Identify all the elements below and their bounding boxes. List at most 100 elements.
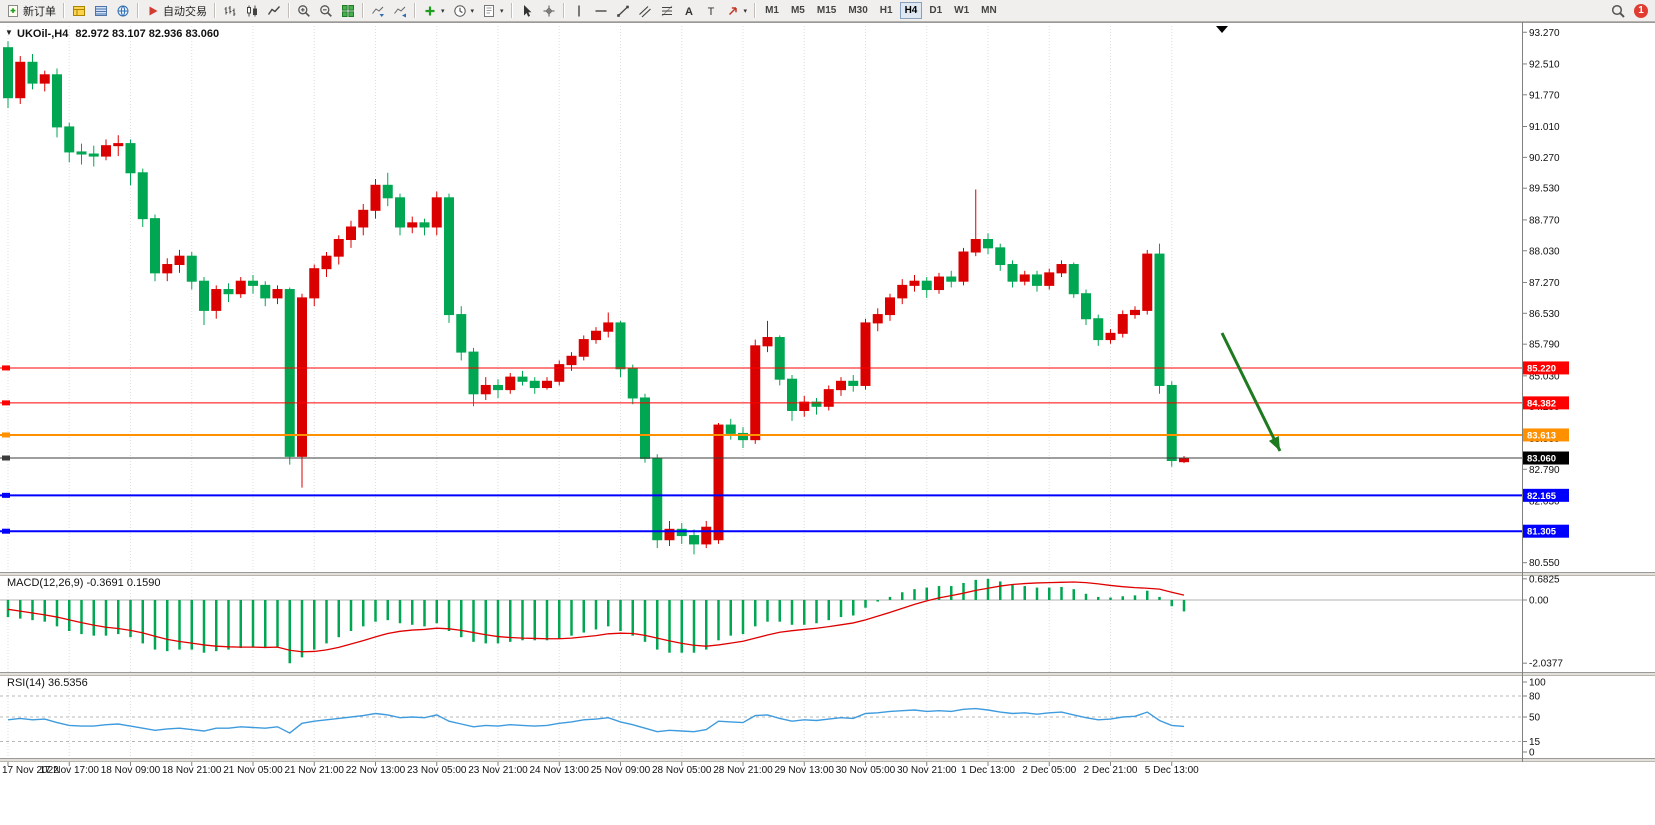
svg-text:30 Nov 05:00: 30 Nov 05:00 [836,765,896,776]
horizontal-line-button[interactable] [590,2,612,20]
tf-button-m15[interactable]: M15 [816,5,837,16]
rsi-label: RSI(14) 36.5356 [7,677,88,689]
price-tags: 85.220 84.382 83.613 83.060 82.165 81.305 [1523,361,1569,538]
grid-lines [7,26,1173,758]
vertical-line-button[interactable] [568,2,590,20]
tf-button-w1[interactable]: W1 [954,5,970,16]
svg-text:87.270: 87.270 [1529,278,1560,289]
chart-canvas[interactable]: 93.270 92.510 91.770 91.010 90.270 89.530 88.7… [0,22,1655,825]
hline-handle[interactable] [2,432,10,438]
svg-text:81.305: 81.305 [1527,527,1557,538]
arrows-button[interactable]: ▾ [722,2,752,20]
market-watch-button[interactable] [68,2,90,20]
price-tag-85.220 [1523,361,1569,375]
text-label-button[interactable]: T [700,2,722,20]
crosshair-button[interactable] [538,2,560,20]
svg-text:82.790: 82.790 [1529,465,1560,476]
svg-text:85.030: 85.030 [1529,371,1560,382]
toolbar-separator [562,3,565,18]
svg-text:0.6825: 0.6825 [1529,574,1560,585]
macd-signal-line [7,581,1185,653]
autotrading-icon [146,4,160,18]
toolbar-group: ▾ ▾ ▾ [419,0,508,21]
zoom-out-button[interactable] [315,2,337,20]
svg-text:-2.0377: -2.0377 [1529,659,1563,670]
new-order-icon [6,4,20,18]
notification-badge[interactable]: 1 [1634,3,1648,18]
svg-text:23 Nov 05:00: 23 Nov 05:00 [407,765,467,776]
chart-shift-marker-icon[interactable] [1216,26,1228,33]
hline-handle[interactable] [2,455,10,461]
chart-title: UKOil-,H4 82.972 83.107 82.936 83.060 [17,28,219,40]
tf-button-m30[interactable]: M30 [848,5,868,16]
svg-text:2 Dec 05:00: 2 Dec 05:00 [1022,765,1076,776]
periods-button[interactable]: ▾ [449,2,479,20]
candlestick-chart-button[interactable] [241,2,263,20]
tile-windows-button[interactable] [337,2,359,20]
zoom-out-icon [319,4,333,18]
fibonacci-button[interactable] [656,2,678,20]
tf-button-d1[interactable]: D1 [929,5,943,16]
svg-text:80: 80 [1529,692,1541,703]
new-order-button[interactable]: 新订单 [2,1,60,21]
templates-button[interactable]: ▾ [478,2,508,20]
zoom-in-button[interactable] [293,2,315,20]
tile-icon [341,4,355,18]
svg-text:0: 0 [1529,748,1535,759]
hline-handle[interactable] [2,528,10,534]
toolbar-group: 新订单 [2,0,60,21]
search-icon [1611,4,1625,18]
web-community-button[interactable] [112,2,134,20]
hline-handle[interactable] [2,400,10,406]
svg-text:82.030: 82.030 [1529,496,1560,507]
toolbar-separator [137,3,139,18]
template-icon [482,4,496,18]
macd-pane [0,578,1522,664]
trend-icon [616,4,630,18]
pane-splitter[interactable] [0,758,1655,762]
cursor-button[interactable] [516,2,538,20]
chevron-down-icon: ▾ [500,7,504,15]
indicators-button[interactable]: ▾ [419,2,449,20]
svg-text:18 Nov 21:00: 18 Nov 21:00 [162,765,222,776]
trendline-button[interactable] [612,2,634,20]
equidistant-channel-button[interactable] [634,2,656,20]
chart-shift-button[interactable] [389,2,411,20]
svg-text:29 Nov 13:00: 29 Nov 13:00 [775,765,835,776]
svg-text:1 Dec 13:00: 1 Dec 13:00 [961,765,1015,776]
toolbar-group [293,0,359,21]
hline-handle[interactable] [2,492,10,498]
horizontal-lines[interactable] [0,365,1522,534]
auto-scroll-button[interactable] [367,2,389,20]
svg-text:85.790: 85.790 [1529,340,1560,351]
plus-icon [423,4,437,18]
autotrading-button[interactable]: 自动交易 [142,1,211,21]
chart-ohlc-values: 82.972 83.107 82.936 83.060 [75,28,220,40]
data-window-button[interactable] [90,2,112,20]
rsi-pane [0,695,1522,742]
svg-text:30 Nov 21:00: 30 Nov 21:00 [897,765,957,776]
text-a-icon: A [682,4,696,18]
toolbar-search-button[interactable] [1607,2,1629,20]
tf-button-m5[interactable]: M5 [790,5,805,16]
bar-chart-button[interactable] [219,2,241,20]
tf-button-h4[interactable]: H4 [899,2,923,19]
pane-splitter[interactable] [0,572,1655,576]
tf-button-mn[interactable]: MN [981,5,997,16]
tf-button-m1[interactable]: M1 [765,5,779,16]
line-chart-button[interactable] [263,2,285,20]
price-axis[interactable]: 93.270 92.510 91.770 91.010 90.270 89.530 88.7… [1522,22,1563,762]
pane-splitter[interactable] [0,672,1655,676]
svg-text:88.770: 88.770 [1529,215,1560,226]
rsi-line [7,707,1185,734]
tf-button-h1[interactable]: H1 [879,5,893,16]
svg-text:93.270: 93.270 [1529,28,1560,39]
fibo-icon [660,4,674,18]
toolbar-group [68,0,134,21]
text-button[interactable]: A [678,2,700,20]
svg-text:90.270: 90.270 [1529,153,1560,164]
trend-arrow[interactable] [1220,332,1282,452]
hline-handle[interactable] [2,365,10,371]
svg-text:50: 50 [1529,713,1541,724]
